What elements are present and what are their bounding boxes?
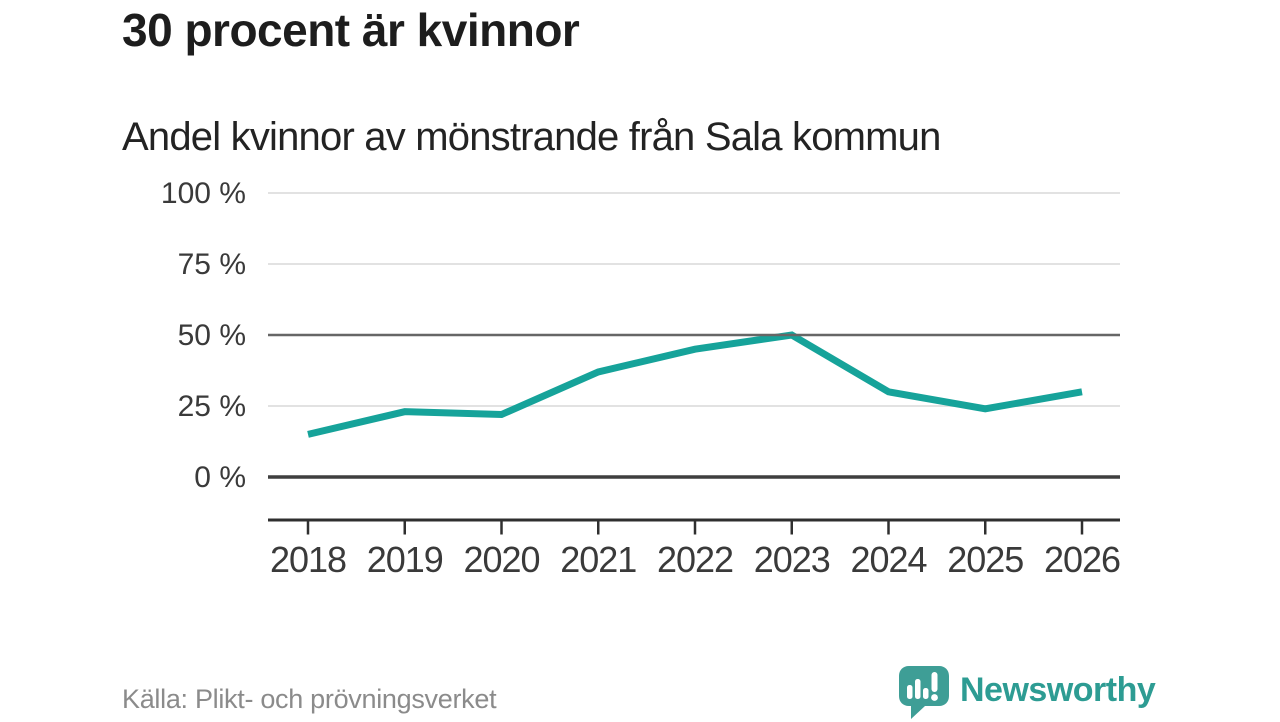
svg-text:2019: 2019 xyxy=(367,539,443,580)
svg-text:25 %: 25 % xyxy=(178,390,246,423)
newsworthy-logo: Newsworthy xyxy=(898,666,1156,722)
chart-subtitle: Andel kvinnor av mönstrande från Sala ko… xyxy=(122,115,941,159)
newsworthy-logo-icon xyxy=(899,666,949,719)
data-line xyxy=(307,331,1083,438)
x-axis-labels: 2018 2019 2020 2021 2022 2023 2024 2025 2026 xyxy=(270,539,1121,580)
svg-text:0 %: 0 % xyxy=(194,461,246,494)
newsworthy-logo-text: Newsworthy xyxy=(960,671,1156,709)
source-note: Källa: Plikt- och prövningsverket xyxy=(122,684,497,714)
svg-text:2023: 2023 xyxy=(754,539,830,580)
svg-text:50 %: 50 % xyxy=(178,319,246,352)
chart-title: 30 procent är kvinnor xyxy=(122,4,580,56)
svg-text:75 %: 75 % xyxy=(178,248,246,281)
svg-text:2022: 2022 xyxy=(657,539,733,580)
svg-text:2018: 2018 xyxy=(270,539,346,580)
svg-text:100 %: 100 % xyxy=(161,177,246,210)
y-axis-labels: 0 % 25 % 50 % 75 % 100 % xyxy=(161,177,246,494)
x-axis xyxy=(268,518,1120,535)
svg-text:2021: 2021 xyxy=(560,539,636,580)
svg-text:2024: 2024 xyxy=(850,539,926,580)
svg-text:2026: 2026 xyxy=(1044,539,1120,580)
svg-text:2020: 2020 xyxy=(463,539,539,580)
svg-text:2025: 2025 xyxy=(947,539,1023,580)
